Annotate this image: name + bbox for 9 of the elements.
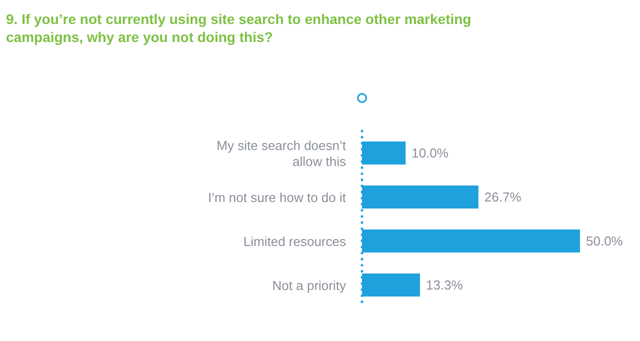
- y-tick-label: Not a priority: [272, 278, 346, 292]
- y-tick-label: I’m not sure how to do it: [208, 190, 346, 204]
- data-label: 50.0%: [586, 234, 624, 249]
- data-label: 26.7%: [484, 190, 522, 205]
- data-label: 10.0%: [412, 146, 449, 161]
- y-tick-label: Limited resources: [243, 234, 346, 248]
- text: 9. If you’re not currently using site search to enhance other marketing campaigns, why are you not doing this?: [6, 10, 472, 46]
- data-label: 13.3%: [426, 278, 464, 293]
- y-tick-label: My site search doesn’t allow this: [216, 138, 346, 168]
